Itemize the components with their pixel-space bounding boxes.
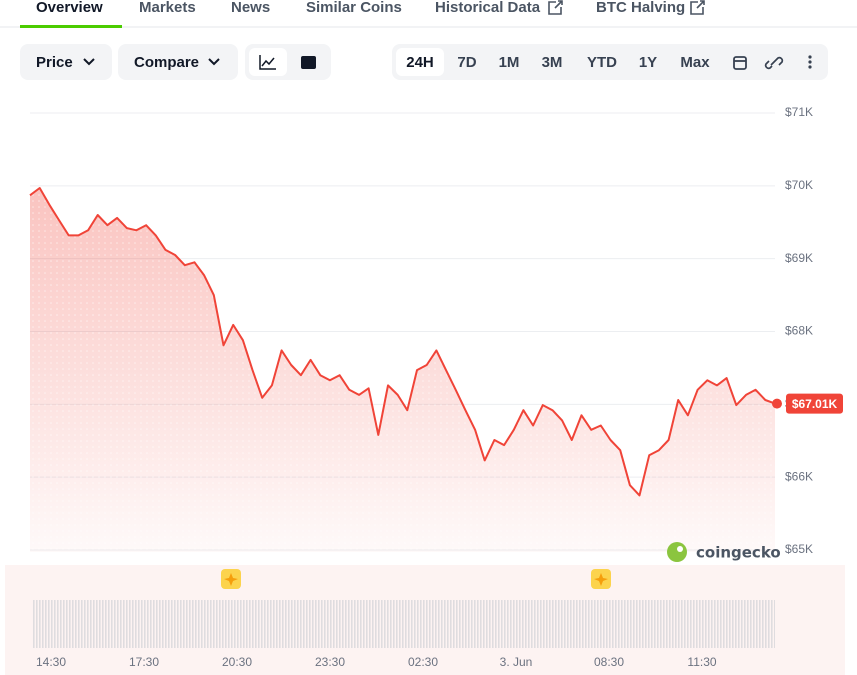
y-tick-label: $68K — [785, 324, 813, 338]
compare-button-label[interactable]: Compare — [134, 54, 199, 71]
more-icon[interactable] — [808, 55, 812, 69]
tab[interactable]: Overview — [36, 0, 103, 16]
y-tick-label: $65K — [785, 542, 813, 556]
price-line — [29, 187, 776, 497]
tab[interactable]: Similar Coins — [306, 0, 402, 16]
range-group — [392, 44, 828, 80]
tab[interactable]: Markets — [139, 0, 196, 16]
range-button[interactable]: 7D — [457, 54, 476, 71]
range-button[interactable]: 3M — [542, 54, 563, 71]
tradingview-button[interactable] — [301, 56, 316, 69]
y-tick-label: $71K — [785, 105, 813, 119]
range-button[interactable]: Max — [680, 54, 710, 71]
x-tick-label: 23:30 — [315, 655, 345, 669]
x-tick-label: 08:30 — [594, 655, 624, 669]
x-tick-label: 3. Jun — [500, 655, 533, 669]
line-chart-icon — [259, 55, 276, 70]
current-price-dot — [772, 398, 782, 409]
tab[interactable]: Historical Data — [435, 0, 541, 16]
x-tick-label: 02:30 — [408, 655, 438, 669]
calendar-icon[interactable] — [733, 56, 747, 70]
link-icon[interactable] — [764, 56, 784, 70]
price-button-label[interactable]: Price — [36, 54, 73, 71]
chevron — [208, 58, 220, 66]
compare-button[interactable] — [118, 44, 238, 80]
x-tick-label: 17:30 — [129, 655, 159, 669]
volume-bars — [32, 600, 775, 648]
area-dots — [30, 188, 775, 552]
x-tick-label: 14:30 — [36, 655, 66, 669]
range-button[interactable]: YTD — [587, 54, 617, 71]
range-button[interactable]: 1M — [499, 54, 520, 71]
x-tick-label: 11:30 — [687, 655, 716, 669]
event-marker[interactable] — [591, 569, 611, 589]
tab[interactable]: BTC Halving — [596, 0, 685, 16]
current-price-label: $67.01K — [792, 397, 838, 411]
tab-underline — [20, 25, 122, 28]
tab[interactable]: News — [231, 0, 270, 16]
y-tick-label: $69K — [785, 251, 813, 265]
logo — [667, 542, 687, 562]
y-tick-label: $66K — [785, 469, 813, 483]
range-button[interactable]: 24H — [406, 54, 434, 71]
chevron — [83, 58, 95, 66]
external-icon — [548, 0, 705, 15]
y-tick-label: $70K — [785, 178, 813, 192]
range-selected — [396, 48, 444, 76]
current-price-badge — [786, 393, 843, 414]
range-button[interactable]: 1Y — [639, 54, 657, 71]
price-button[interactable] — [20, 44, 112, 80]
x-tick-label: 20:30 — [222, 655, 252, 669]
logo-eye — [677, 546, 683, 552]
watermark: coingecko — [696, 544, 781, 562]
event-marker[interactable] — [221, 569, 241, 589]
